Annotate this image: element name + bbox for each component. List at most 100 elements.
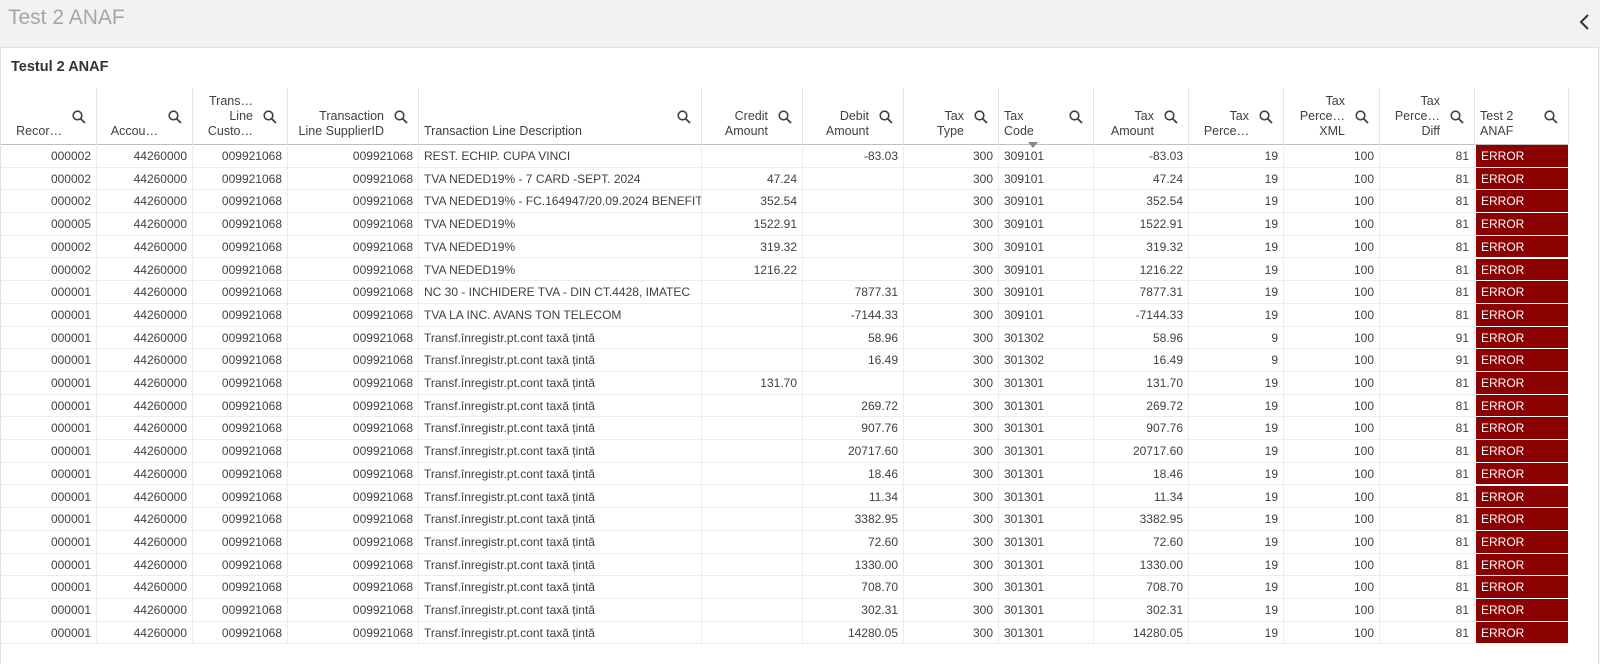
- column-header[interactable]: Debit Amount: [803, 88, 904, 145]
- cell: 300: [904, 372, 999, 395]
- cell: 000002: [1, 235, 97, 259]
- column-header[interactable]: Tax Perce… XML: [1284, 88, 1380, 145]
- cell: 19: [1189, 417, 1284, 441]
- header-label: XML: [1319, 124, 1345, 138]
- cell: 44260000: [97, 349, 193, 372]
- cell: 301301: [999, 394, 1094, 418]
- header-label: Test 2: [1480, 109, 1514, 123]
- search-icon[interactable]: [1450, 110, 1464, 124]
- cell: 44260000: [97, 621, 193, 645]
- cell: 301301: [999, 530, 1094, 554]
- status-cell: ERROR: [1475, 440, 1569, 463]
- search-icon[interactable]: [263, 110, 277, 124]
- column-header[interactable]: Tax Code: [999, 88, 1094, 145]
- header-label: Tax: [1134, 109, 1154, 123]
- search-icon[interactable]: [72, 110, 86, 124]
- cell: 009921068: [288, 303, 419, 327]
- column-header[interactable]: Accou…: [97, 88, 193, 145]
- cell: 20717.60: [1094, 440, 1189, 463]
- cell: 301301: [999, 417, 1094, 441]
- cell: 100: [1284, 621, 1380, 645]
- cell: [702, 462, 803, 486]
- cell: 309101: [999, 145, 1094, 168]
- cell: 300: [904, 530, 999, 554]
- cell: 81: [1380, 485, 1475, 509]
- cell: 300: [904, 349, 999, 372]
- search-icon[interactable]: [778, 110, 792, 124]
- header-label: Tax: [944, 109, 964, 123]
- collapse-button[interactable]: [1578, 12, 1592, 32]
- cell: [702, 145, 803, 168]
- column-header[interactable]: Tax Type: [904, 88, 999, 145]
- column-header[interactable]: Tax Perce… Diff: [1380, 88, 1475, 145]
- column-header[interactable]: Tax Amount: [1094, 88, 1189, 145]
- cell: 301302: [999, 349, 1094, 372]
- cell: 300: [904, 190, 999, 214]
- cell: 269.72: [803, 394, 904, 418]
- search-icon[interactable]: [394, 110, 408, 124]
- cell: Transf.înregistr.pt.cont taxă țintă: [419, 326, 702, 350]
- status-cell: ERROR: [1475, 349, 1569, 372]
- cell: Transf.înregistr.pt.cont taxă țintă: [419, 553, 702, 577]
- search-icon[interactable]: [879, 110, 893, 124]
- header-label: Credit: [734, 109, 768, 123]
- cell: 100: [1284, 553, 1380, 577]
- search-icon[interactable]: [1164, 110, 1178, 124]
- cell: 19: [1189, 599, 1284, 622]
- search-icon[interactable]: [168, 110, 182, 124]
- cell: 300: [904, 258, 999, 282]
- search-icon[interactable]: [974, 110, 988, 124]
- cell: 3382.95: [1094, 508, 1189, 531]
- cell: Transf.înregistr.pt.cont taxă țintă: [419, 349, 702, 372]
- cell: 009921068: [288, 258, 419, 282]
- status-cell: ERROR: [1475, 576, 1569, 599]
- cell: 100: [1284, 326, 1380, 350]
- cell: 300: [904, 167, 999, 191]
- cell: 100: [1284, 394, 1380, 418]
- cell: [702, 303, 803, 327]
- cell: 000002: [1, 145, 97, 168]
- column-header[interactable]: Credit Amount: [702, 88, 803, 145]
- search-icon[interactable]: [1259, 110, 1273, 124]
- search-icon[interactable]: [1544, 110, 1558, 124]
- column-header[interactable]: Recor…: [1, 88, 97, 145]
- cell: Transf.înregistr.pt.cont taxă țintă: [419, 621, 702, 645]
- search-icon[interactable]: [677, 110, 691, 124]
- cell: 19: [1189, 258, 1284, 282]
- cell: 19: [1189, 145, 1284, 168]
- column-header[interactable]: Transaction Line SupplierID: [288, 88, 419, 145]
- cell: [702, 576, 803, 599]
- header-label: Perce…: [1394, 109, 1440, 123]
- column-header[interactable]: Trans… Line Custo…: [193, 88, 288, 145]
- cell: 300: [904, 281, 999, 304]
- search-icon[interactable]: [1355, 110, 1369, 124]
- cell: 81: [1380, 303, 1475, 327]
- cell: 009921068: [193, 576, 288, 599]
- cell: 302.31: [803, 599, 904, 622]
- cell: 131.70: [1094, 372, 1189, 395]
- cell: 009921068: [288, 394, 419, 418]
- column-header[interactable]: Transaction Line Description: [419, 88, 702, 145]
- cell: -7144.33: [803, 303, 904, 327]
- column-header[interactable]: Test 2 ANAF: [1475, 88, 1569, 145]
- cell: 300: [904, 145, 999, 168]
- cell: REST. ECHIP. CUPA VINCI: [419, 145, 702, 168]
- cell: 19: [1189, 553, 1284, 577]
- cell: 309101: [999, 258, 1094, 282]
- header-label: Debit: [839, 109, 869, 123]
- cell: 009921068: [193, 145, 288, 168]
- cell: 302.31: [1094, 599, 1189, 622]
- cell: 009921068: [193, 440, 288, 463]
- cell: 009921068: [288, 621, 419, 645]
- cell: 81: [1380, 145, 1475, 168]
- status-cell: ERROR: [1475, 417, 1569, 441]
- cell: 301301: [999, 372, 1094, 395]
- cell: 319.32: [1094, 235, 1189, 259]
- cell: 009921068: [193, 599, 288, 622]
- search-icon[interactable]: [1069, 110, 1083, 124]
- cell: 19: [1189, 576, 1284, 599]
- cell: [803, 235, 904, 259]
- cell: 907.76: [803, 417, 904, 441]
- column-header[interactable]: Tax Perce…: [1189, 88, 1284, 145]
